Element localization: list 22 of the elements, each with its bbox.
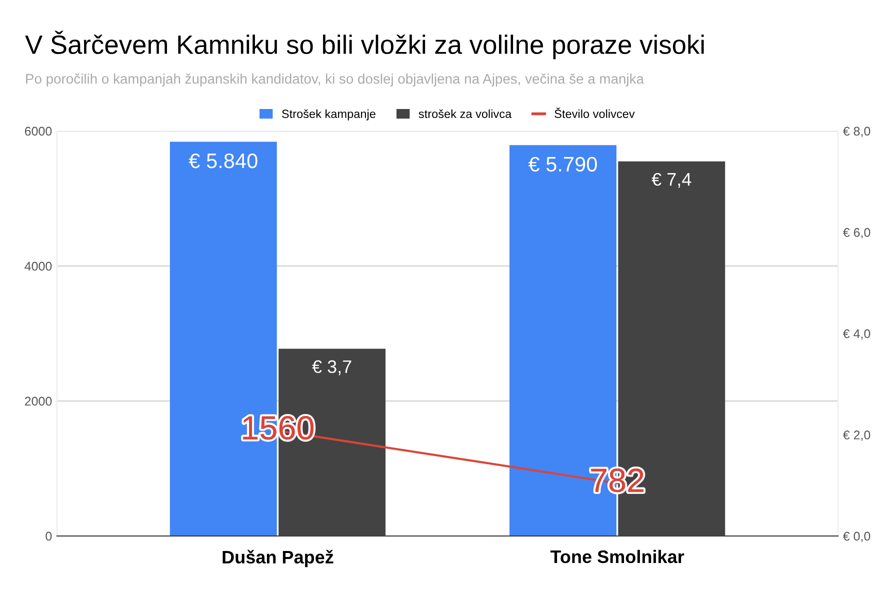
data-label: € 7,4 <box>652 172 692 188</box>
y2-tick-label: € 8,0 <box>842 126 870 138</box>
y-tick-label: 2000 <box>24 396 52 406</box>
data-label: € 5.840 <box>188 153 258 168</box>
data-label: 1560 <box>243 416 314 440</box>
legend-label: strošek za volivca <box>418 109 512 118</box>
y2-tick-label: € 4,0 <box>842 329 870 340</box>
y2-tick-label: € 0,0 <box>842 532 870 542</box>
y2-tick-label: € 2,0 <box>842 430 870 441</box>
chart-subtitle: Po poročilih o kampanjah županskih kandidatov, ki so doslej objavljena na Ajpes, večina še a manjka <box>26 74 644 86</box>
data-label: € 3,7 <box>312 360 352 376</box>
y2-tick-label: € 6,0 <box>842 228 870 238</box>
y-tick-label: 0 <box>46 532 52 541</box>
x-tick-label: Dušan Papež <box>222 550 334 568</box>
legend-label: Strošek kampanje <box>282 109 376 120</box>
legend-label: Število volivcev <box>554 108 635 118</box>
x-tick-label: Tone Smolnikar <box>550 550 684 564</box>
y-tick-label: 4000 <box>24 262 52 271</box>
data-label: € 5.790 <box>528 156 597 172</box>
data-label: 782 <box>591 468 644 492</box>
chart-title: V Šarčevem Kamniku so bili vložki za volilne poraze visoki <box>25 30 704 60</box>
y-tick-label: 6000 <box>24 126 52 136</box>
